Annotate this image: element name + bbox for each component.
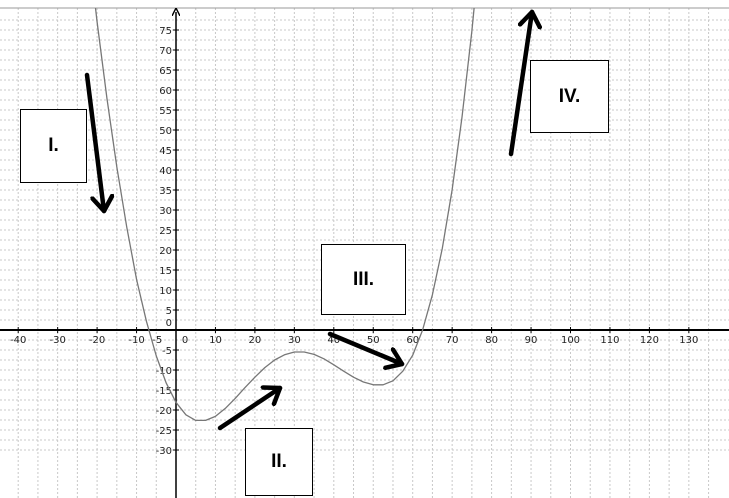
x-tick-label: 130 xyxy=(679,335,698,346)
y-tick-label: 20 xyxy=(159,246,172,257)
x-tick-label: 40 xyxy=(327,335,340,346)
function-curve xyxy=(94,8,475,422)
x-tick-label: -5 xyxy=(152,335,162,346)
x-tick-label: 10 xyxy=(209,335,222,346)
x-tick-label: 60 xyxy=(406,335,419,346)
region-label-iii: III. xyxy=(321,244,406,315)
y-tick-label: 70 xyxy=(159,46,172,57)
x-tick-label: 20 xyxy=(249,335,262,346)
y-tick-label: 45 xyxy=(159,146,172,157)
x-tick-label: 30 xyxy=(288,335,301,346)
y-tick-label: 15 xyxy=(159,266,172,277)
axes xyxy=(0,12,729,498)
x-tick-label: -10 xyxy=(128,335,144,346)
arrow-iv xyxy=(508,9,532,157)
grid xyxy=(0,7,729,498)
arrow-iii xyxy=(327,331,405,364)
x-tick-label: -20 xyxy=(89,335,105,346)
x-tick-label: 70 xyxy=(446,335,459,346)
x-tick-label: 100 xyxy=(561,335,580,346)
region-label-i: I. xyxy=(20,109,87,183)
arrow-ii xyxy=(217,388,283,431)
y-tick-label: 35 xyxy=(159,186,172,197)
x-tick-label: 120 xyxy=(640,335,659,346)
y-tick-label: 75 xyxy=(159,26,172,37)
y-tick-label: -20 xyxy=(156,406,172,417)
y-tick-label: 55 xyxy=(159,106,172,117)
y-tick-label: 25 xyxy=(159,226,172,237)
x-tick-label: 50 xyxy=(367,335,380,346)
y-tick-label: 40 xyxy=(159,166,172,177)
x-tick-label: 0 xyxy=(182,335,188,346)
y-tick-label: -10 xyxy=(156,366,172,377)
x-tick-label: -40 xyxy=(10,335,26,346)
x-tick-label: 90 xyxy=(525,335,538,346)
tick-labels: -40 -30 -20 -10 -5 0 10 20 30 40 50 60 70 80 90 100 110 1… xyxy=(10,26,698,457)
x-tick-label: 80 xyxy=(485,335,498,346)
y-tick-label: 60 xyxy=(159,86,172,97)
y-tick-label: -15 xyxy=(156,386,172,397)
y-tick-label: -30 xyxy=(156,446,172,457)
y-tick-label: -25 xyxy=(156,426,172,437)
x-tick-label: 110 xyxy=(600,335,619,346)
y-tick-label: 65 xyxy=(159,66,172,77)
y-tick-label: 5 xyxy=(166,306,172,317)
y-tick-label: 10 xyxy=(159,286,172,297)
y-tick-label: 30 xyxy=(159,206,172,217)
arrow-i xyxy=(84,72,104,214)
region-label-iv: IV. xyxy=(530,60,609,133)
direction-arrows xyxy=(84,9,532,431)
curve xyxy=(94,8,475,422)
x-tick-label: -30 xyxy=(49,335,65,346)
region-label-ii: II. xyxy=(245,428,313,496)
origin-label: 0 xyxy=(166,318,172,329)
y-tick-label: -5 xyxy=(162,346,172,357)
y-tick-label: 50 xyxy=(159,126,172,137)
